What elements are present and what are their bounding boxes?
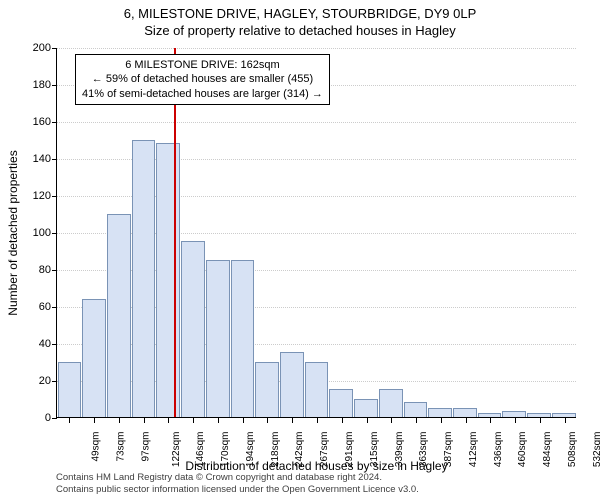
bar <box>181 241 205 417</box>
xtick-label: 412sqm <box>468 432 479 468</box>
ytick-label: 180 <box>21 79 51 91</box>
xtick-mark <box>391 417 392 423</box>
ytick-label: 120 <box>21 190 51 202</box>
attribution: Contains HM Land Registry data © Crown c… <box>56 472 419 496</box>
bar <box>82 299 106 417</box>
bar <box>280 352 304 417</box>
bar <box>354 399 378 418</box>
ytick-label: 100 <box>21 227 51 239</box>
attribution-line-1: Contains HM Land Registry data © Crown c… <box>56 472 419 484</box>
xtick-label: 436sqm <box>493 432 504 468</box>
bar <box>156 143 180 417</box>
xtick-mark <box>218 417 219 423</box>
bar <box>379 389 403 417</box>
chart-subtitle: Size of property relative to detached ho… <box>0 21 600 38</box>
y-axis-label: Number of detached properties <box>6 150 20 315</box>
xtick-label: 49sqm <box>91 432 102 462</box>
bar <box>255 362 279 418</box>
callout-line-1: 6 MILESTONE DRIVE: 162sqm <box>82 58 323 72</box>
ytick-label: 200 <box>21 42 51 54</box>
xtick-mark <box>267 417 268 423</box>
xtick-mark <box>515 417 516 423</box>
bar <box>428 408 452 417</box>
callout-line-3: 41% of semi-detached houses are larger (… <box>82 87 323 101</box>
xtick-label: 532sqm <box>592 432 600 468</box>
xtick-mark <box>69 417 70 423</box>
xtick-mark <box>565 417 566 423</box>
xtick-mark <box>342 417 343 423</box>
xtick-mark <box>466 417 467 423</box>
ytick-label: 40 <box>21 338 51 350</box>
callout-box: 6 MILESTONE DRIVE: 162sqm ← 59% of detac… <box>75 54 330 105</box>
xtick-mark <box>193 417 194 423</box>
xtick-mark <box>119 417 120 423</box>
xtick-mark <box>317 417 318 423</box>
ytick-label: 80 <box>21 264 51 276</box>
chart-area: Number of detached properties 0204060801… <box>56 48 576 418</box>
attribution-line-2: Contains public sector information licen… <box>56 484 419 496</box>
xtick-mark <box>416 417 417 423</box>
ytick-label: 140 <box>21 153 51 165</box>
ytick-mark <box>52 418 57 419</box>
xtick-label: 460sqm <box>517 432 528 468</box>
xtick-mark <box>243 417 244 423</box>
xtick-label: 122sqm <box>171 432 182 468</box>
xtick-label: 97sqm <box>140 432 151 462</box>
ytick-label: 0 <box>21 412 51 424</box>
bar <box>132 140 156 418</box>
ytick-label: 160 <box>21 116 51 128</box>
xtick-mark <box>540 417 541 423</box>
ytick-label: 20 <box>21 375 51 387</box>
xtick-label: 508sqm <box>567 432 578 468</box>
xtick-label: 73sqm <box>116 432 127 462</box>
bar <box>206 260 230 417</box>
xtick-mark <box>292 417 293 423</box>
xtick-mark <box>490 417 491 423</box>
xtick-mark <box>144 417 145 423</box>
bar <box>329 389 353 417</box>
plot-area: Number of detached properties 0204060801… <box>56 48 576 418</box>
bar <box>58 362 82 418</box>
bar <box>404 402 428 417</box>
bar <box>453 408 477 417</box>
ytick-label: 60 <box>21 301 51 313</box>
bar <box>107 214 131 418</box>
chart-title: 6, MILESTONE DRIVE, HAGLEY, STOURBRIDGE,… <box>0 0 600 21</box>
xtick-mark <box>441 417 442 423</box>
bar <box>305 362 329 418</box>
xtick-mark <box>168 417 169 423</box>
xtick-mark <box>367 417 368 423</box>
callout-line-2: ← 59% of detached houses are smaller (45… <box>82 72 323 86</box>
bar <box>231 260 255 417</box>
x-axis-label: Distribution of detached houses by size … <box>185 459 447 473</box>
xtick-mark <box>94 417 95 423</box>
xtick-label: 484sqm <box>542 432 553 468</box>
